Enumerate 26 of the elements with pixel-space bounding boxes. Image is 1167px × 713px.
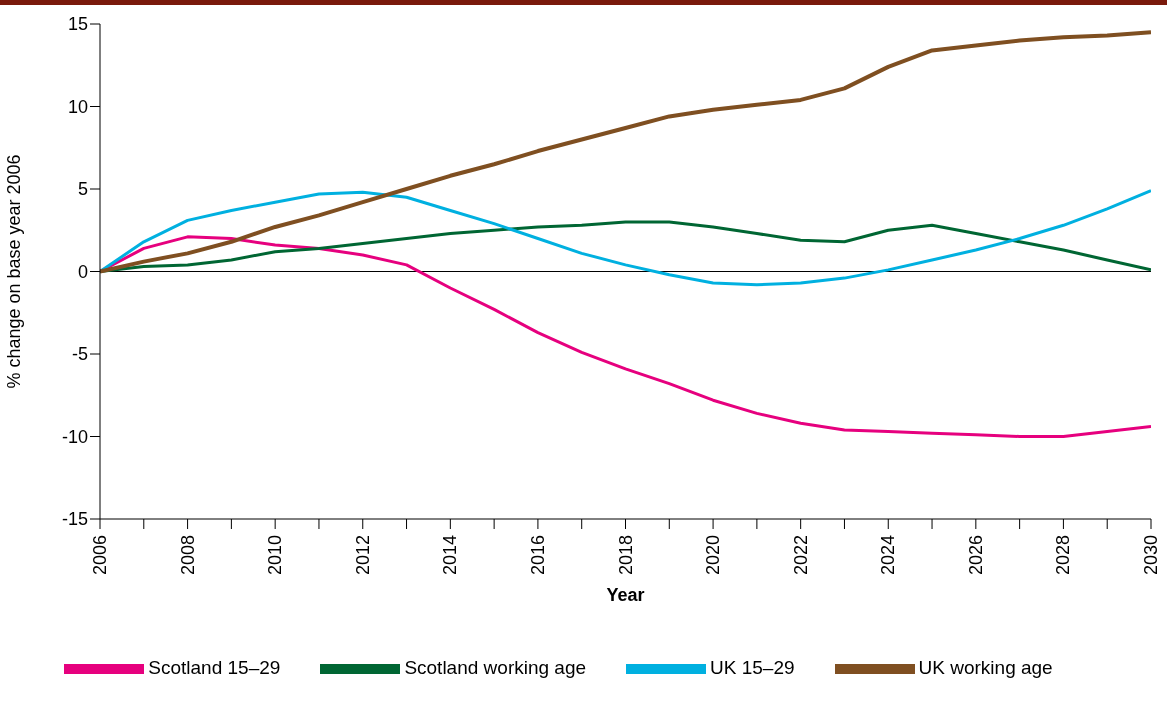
- y-tick-label: -10: [61, 426, 88, 447]
- x-tick-label: 2020: [703, 535, 724, 576]
- y-tick-label: 10: [67, 96, 88, 117]
- x-tick-label: 2016: [527, 535, 548, 576]
- x-tick-label: 2010: [265, 535, 286, 576]
- x-tick-label: 2006: [90, 535, 110, 576]
- x-tick-label: 2018: [615, 535, 636, 576]
- x-tick-label: 2014: [440, 535, 461, 576]
- y-axis-title: % change on base year 2006: [4, 154, 25, 389]
- y-tick-label: -15: [61, 509, 88, 530]
- x-tick-label: 2022: [790, 535, 811, 576]
- y-tick-label: 5: [77, 179, 88, 200]
- legend-label: Scotland working age: [404, 657, 587, 679]
- x-tick-label: 2024: [878, 535, 899, 576]
- y-tick-label: 0: [77, 261, 88, 282]
- legend-label: UK 15–29: [710, 657, 795, 679]
- x-tick-label: 2026: [965, 535, 986, 576]
- x-axis-title: Year: [606, 585, 645, 605]
- x-tick-label: 2028: [1053, 535, 1074, 576]
- y-tick-label: -5: [71, 344, 88, 365]
- x-tick-label: 2030: [1141, 535, 1161, 576]
- legend-label: Scotland 15–29: [148, 657, 281, 679]
- x-tick-label: 2012: [352, 535, 373, 576]
- legend-label: UK working age: [918, 657, 1053, 679]
- x-tick-label: 2008: [177, 535, 198, 576]
- y-tick-label: 15: [67, 14, 88, 35]
